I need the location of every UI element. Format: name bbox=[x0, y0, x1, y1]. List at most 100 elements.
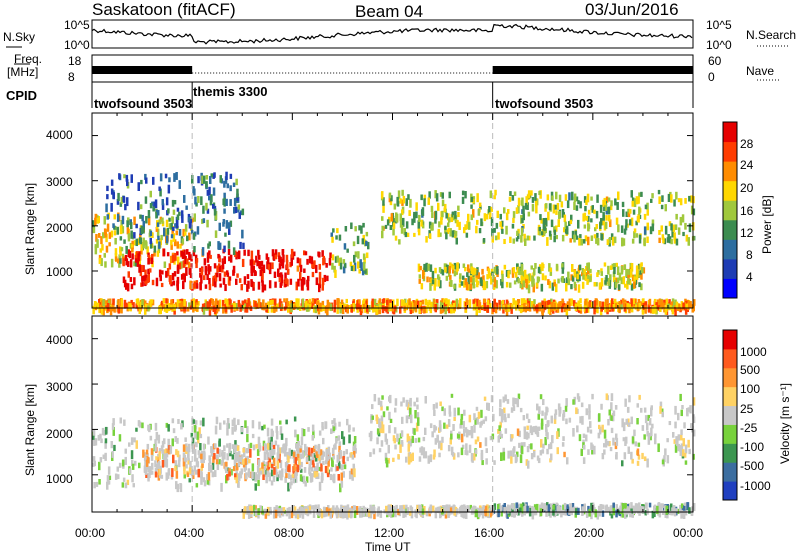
data-cell bbox=[188, 478, 191, 483]
data-cell bbox=[601, 453, 605, 460]
data-cell bbox=[232, 466, 236, 472]
data-cell bbox=[665, 298, 668, 305]
data-cell bbox=[431, 212, 434, 218]
data-cell bbox=[118, 434, 122, 442]
data-cell bbox=[687, 439, 690, 448]
data-cell bbox=[285, 254, 289, 263]
data-cell bbox=[92, 435, 95, 440]
data-cell bbox=[671, 307, 675, 315]
data-cell bbox=[638, 192, 641, 197]
data-cell bbox=[621, 418, 624, 428]
data-cell bbox=[540, 218, 543, 224]
data-cell bbox=[237, 419, 240, 426]
data-cell bbox=[223, 197, 226, 207]
data-cell bbox=[617, 224, 620, 233]
data-cell bbox=[338, 421, 341, 427]
data-cell bbox=[295, 281, 298, 291]
data-cell bbox=[564, 194, 568, 201]
data-cell bbox=[577, 284, 581, 293]
data-cell bbox=[139, 214, 142, 219]
data-cell bbox=[505, 299, 509, 305]
data-cell bbox=[339, 304, 342, 314]
data-cell bbox=[174, 436, 177, 442]
data-cell bbox=[561, 276, 564, 283]
data-cell bbox=[475, 406, 479, 411]
data-cell bbox=[405, 201, 408, 206]
data-cell bbox=[108, 232, 112, 239]
data-cell bbox=[635, 220, 638, 226]
data-cell bbox=[473, 268, 477, 275]
velocity-ytick: 3000 bbox=[46, 380, 73, 394]
data-cell bbox=[343, 303, 346, 310]
data-cell bbox=[474, 418, 477, 425]
data-cell bbox=[553, 279, 556, 285]
data-cell bbox=[304, 443, 307, 453]
data-cell bbox=[452, 505, 455, 511]
data-cell bbox=[217, 241, 220, 250]
data-cell bbox=[184, 302, 187, 312]
data-cell bbox=[200, 274, 203, 284]
data-cell bbox=[513, 446, 516, 453]
data-cell bbox=[447, 419, 451, 428]
data-cell bbox=[582, 274, 585, 280]
colorbar-swatch bbox=[723, 367, 737, 388]
data-cell bbox=[130, 230, 133, 239]
data-cell bbox=[525, 196, 528, 205]
data-cell bbox=[359, 510, 362, 518]
data-cell bbox=[418, 456, 422, 462]
data-cell bbox=[522, 205, 525, 215]
data-cell bbox=[145, 216, 148, 224]
data-cell bbox=[131, 247, 134, 253]
data-cell bbox=[582, 433, 586, 439]
data-cell bbox=[213, 172, 216, 178]
data-cell bbox=[406, 433, 410, 443]
data-cell bbox=[451, 212, 454, 218]
data-cell bbox=[219, 422, 222, 430]
data-cell bbox=[144, 306, 147, 315]
data-cell bbox=[246, 274, 250, 280]
data-cell bbox=[550, 504, 554, 510]
data-cell bbox=[649, 435, 652, 441]
data-cell bbox=[692, 429, 696, 437]
freq-label: Freq. bbox=[14, 52, 43, 66]
data-cell bbox=[268, 262, 272, 271]
data-cell bbox=[668, 236, 672, 244]
data-cell bbox=[332, 228, 335, 233]
data-cell bbox=[257, 281, 261, 290]
data-cell bbox=[116, 466, 119, 472]
data-cell bbox=[589, 300, 592, 308]
data-cell bbox=[408, 436, 411, 441]
data-cell bbox=[501, 270, 504, 276]
data-cell bbox=[135, 440, 138, 449]
colorbar-swatch bbox=[723, 278, 737, 299]
data-cell bbox=[482, 419, 485, 424]
data-cell bbox=[598, 282, 602, 290]
data-cell bbox=[404, 510, 407, 518]
data-cell bbox=[672, 432, 675, 438]
data-cell bbox=[688, 223, 692, 233]
data-cell bbox=[150, 470, 154, 475]
data-cell bbox=[618, 306, 621, 314]
data-cell bbox=[417, 220, 420, 229]
data-cell bbox=[573, 193, 577, 200]
data-cell bbox=[387, 444, 390, 454]
data-cell bbox=[267, 437, 271, 443]
data-cell bbox=[623, 452, 627, 460]
data-cell bbox=[465, 281, 469, 291]
data-cell bbox=[610, 509, 613, 514]
data-cell bbox=[155, 456, 158, 461]
data-cell bbox=[376, 428, 380, 435]
data-cell bbox=[172, 454, 175, 464]
data-cell bbox=[176, 437, 179, 444]
data-cell bbox=[673, 236, 677, 244]
data-cell bbox=[135, 223, 138, 229]
data-cell bbox=[426, 276, 429, 283]
data-cell bbox=[532, 426, 535, 433]
data-cell bbox=[356, 235, 360, 245]
data-cell bbox=[560, 201, 564, 208]
data-cell bbox=[675, 213, 678, 220]
data-cell bbox=[271, 455, 274, 460]
cpid-segment-label: themis 3300 bbox=[193, 84, 268, 99]
data-cell bbox=[128, 468, 132, 474]
data-cell bbox=[593, 445, 596, 455]
